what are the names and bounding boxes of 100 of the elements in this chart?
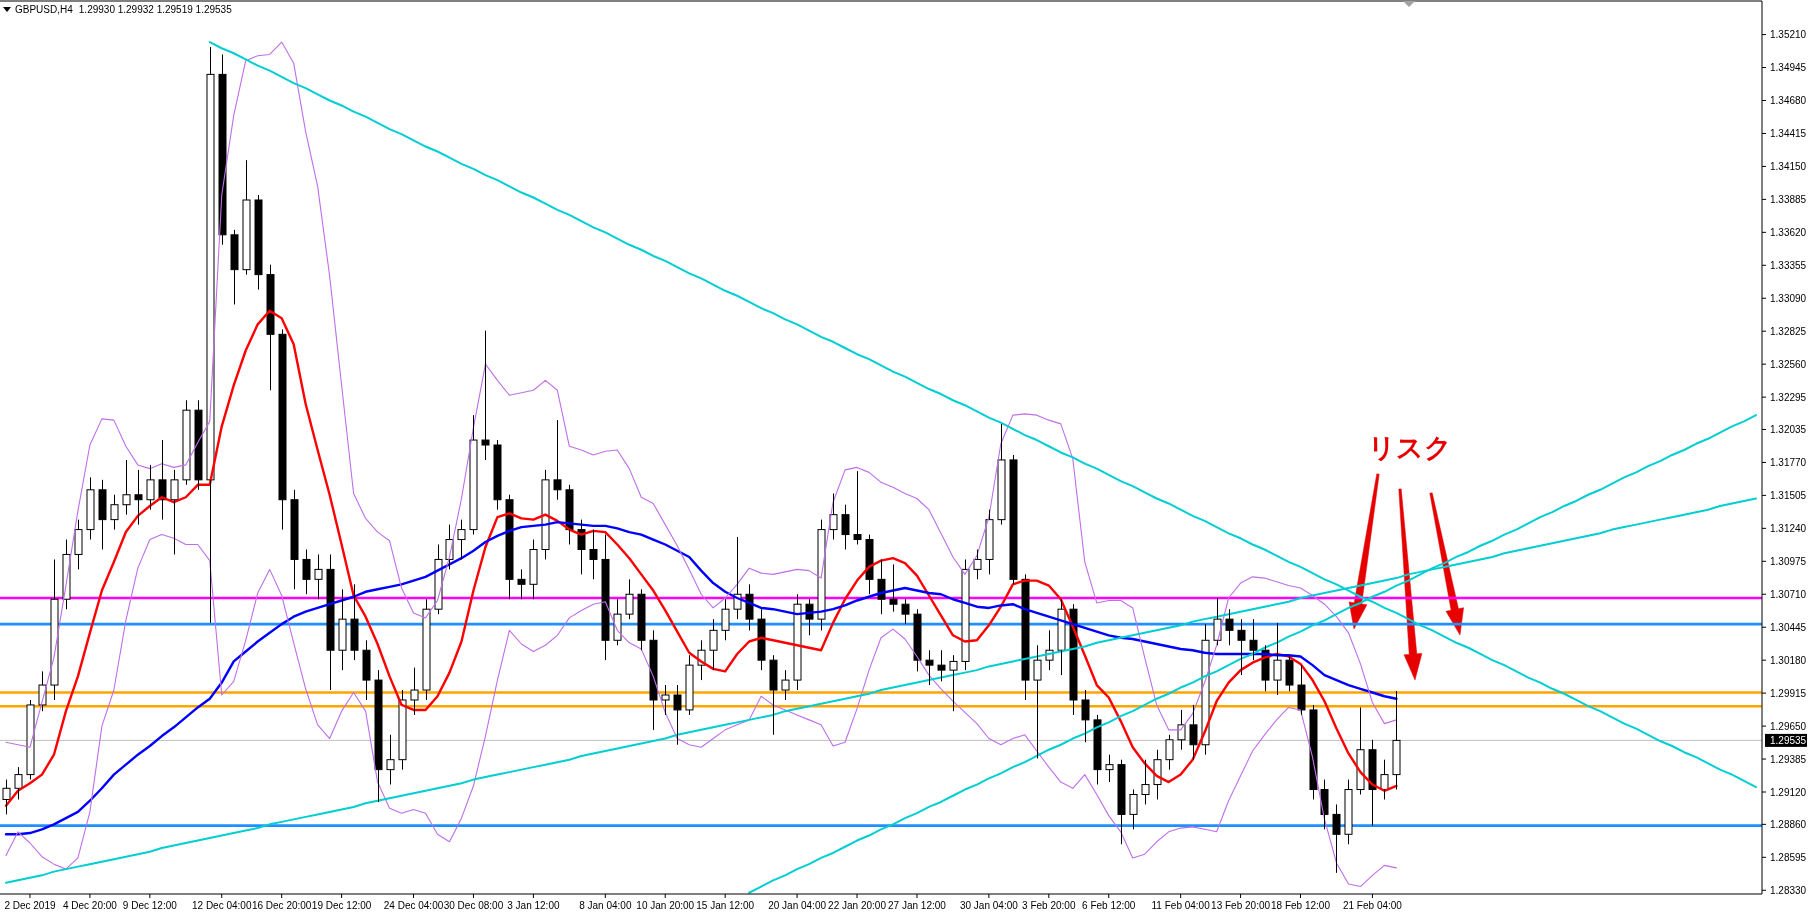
candlestick bbox=[26, 699, 35, 781]
candlestick bbox=[170, 469, 179, 555]
y-tick-label: 1.30975 bbox=[1770, 555, 1807, 567]
candlestick bbox=[314, 553, 323, 600]
candlestick bbox=[1297, 664, 1306, 716]
candlestick bbox=[1189, 704, 1198, 761]
candlestick bbox=[230, 229, 239, 305]
candlestick bbox=[1141, 759, 1150, 805]
candlestick bbox=[1057, 598, 1066, 676]
y-tick-label: 1.30180 bbox=[1770, 654, 1807, 666]
candlestick bbox=[997, 423, 1006, 526]
x-tick-label: 30 Dec 08:00 bbox=[443, 900, 504, 911]
candlestick bbox=[589, 529, 598, 580]
candlestick bbox=[50, 558, 59, 701]
candlestick bbox=[134, 469, 143, 526]
candlestick bbox=[1237, 618, 1246, 676]
x-tick-label: 9 Dec 12:00 bbox=[122, 900, 178, 911]
chart-subtitle: 1.29930 1.29932 1.29519 1.29535 bbox=[78, 4, 233, 15]
candlestick bbox=[1081, 689, 1090, 743]
candlestick bbox=[1093, 714, 1102, 786]
candlestick bbox=[481, 330, 490, 461]
candlestick bbox=[1309, 704, 1318, 800]
candlestick bbox=[1105, 754, 1114, 783]
candlestick bbox=[973, 548, 982, 580]
candlestick bbox=[541, 469, 550, 560]
y-tick-label: 1.34945 bbox=[1770, 62, 1807, 74]
candlestick bbox=[1320, 779, 1329, 830]
x-tick-label: 27 Jan 12:00 bbox=[888, 900, 947, 911]
candlestick bbox=[1285, 654, 1294, 692]
y-tick-label: 1.31770 bbox=[1770, 456, 1807, 468]
candlestick bbox=[901, 598, 910, 625]
candlestick bbox=[350, 583, 359, 661]
candlestick bbox=[889, 563, 898, 613]
candlestick bbox=[685, 654, 694, 716]
candlestick bbox=[74, 519, 83, 570]
candlestick bbox=[362, 639, 371, 701]
y-tick-label: 1.32560 bbox=[1770, 358, 1807, 370]
candlestick bbox=[853, 470, 862, 546]
candlestick bbox=[793, 593, 802, 691]
candlestick bbox=[469, 414, 478, 536]
line-series bbox=[5, 534, 1397, 888]
candlestick bbox=[673, 684, 682, 746]
x-tick-label: 13 Feb 20:00 bbox=[1211, 900, 1271, 911]
candlestick bbox=[625, 578, 634, 620]
x-tick-label: 2 Dec 2019 bbox=[4, 900, 56, 911]
candlestick bbox=[2, 779, 11, 815]
candlestick bbox=[829, 493, 838, 541]
candlestick bbox=[1356, 706, 1365, 795]
candlestick bbox=[865, 534, 874, 595]
x-tick-label: 20 Jan 04:00 bbox=[768, 900, 827, 911]
candlestick bbox=[721, 598, 730, 641]
candlestick bbox=[1273, 622, 1282, 696]
candlestick bbox=[637, 588, 646, 651]
y-tick-label: 1.28860 bbox=[1770, 818, 1807, 830]
y-tick-label: 1.30710 bbox=[1770, 588, 1807, 600]
candlestick bbox=[1344, 779, 1353, 845]
x-tick-label: 8 Jan 04:00 bbox=[579, 900, 632, 911]
candlestick bbox=[985, 509, 994, 575]
line-series bbox=[4, 309, 1398, 807]
candlestick bbox=[493, 439, 502, 511]
candlestick bbox=[661, 684, 670, 716]
candlestick bbox=[613, 598, 622, 646]
candlestick bbox=[1332, 803, 1341, 874]
x-tick-label: 4 Dec 20:00 bbox=[62, 900, 118, 911]
candlestick bbox=[254, 194, 263, 291]
candlestick bbox=[266, 264, 275, 391]
candlestick bbox=[529, 539, 538, 600]
candlestick bbox=[949, 654, 958, 712]
y-tick-label: 1.32295 bbox=[1770, 391, 1807, 403]
line-series bbox=[4, 520, 1398, 836]
x-tick-label: 15 Jan 12:00 bbox=[696, 900, 755, 911]
candlestick bbox=[1225, 608, 1234, 646]
candlestick bbox=[374, 669, 383, 803]
x-tick-label: 11 Feb 04:00 bbox=[1151, 900, 1211, 911]
y-tick-label: 1.34680 bbox=[1770, 95, 1807, 106]
x-tick-label: 24 Dec 04:00 bbox=[383, 900, 444, 911]
chart-title: GBPUSD,H4 bbox=[15, 4, 74, 15]
x-tick-label: 10 Jan 20:00 bbox=[636, 900, 695, 911]
candlestick bbox=[745, 583, 754, 631]
candlestick bbox=[182, 399, 191, 486]
x-tick-label: 19 Dec 12:00 bbox=[311, 900, 372, 911]
candlestick bbox=[98, 479, 107, 550]
candlestick bbox=[206, 46, 215, 624]
y-tick-label: 1.31240 bbox=[1770, 522, 1807, 534]
y-tick-label: 1.35210 bbox=[1770, 29, 1807, 41]
candlestick bbox=[505, 494, 514, 600]
candlestick bbox=[925, 649, 934, 686]
candlestick bbox=[422, 598, 431, 701]
x-tick-label: 21 Feb 04:00 bbox=[1342, 900, 1403, 911]
candlestick bbox=[1165, 734, 1174, 771]
x-tick-label: 16 Dec 20:00 bbox=[251, 900, 312, 911]
y-tick-label: 1.29915 bbox=[1770, 687, 1807, 699]
candlestick bbox=[1021, 573, 1030, 701]
candlestick bbox=[913, 608, 922, 672]
ref-line-label: 1.29535 bbox=[1770, 734, 1807, 746]
y-tick-label: 1.31505 bbox=[1770, 489, 1807, 501]
y-tick-label: 1.33090 bbox=[1770, 292, 1807, 304]
x-tick-label: 12 Dec 04:00 bbox=[192, 900, 252, 911]
candlestick bbox=[218, 53, 227, 246]
candlestick bbox=[553, 419, 562, 501]
